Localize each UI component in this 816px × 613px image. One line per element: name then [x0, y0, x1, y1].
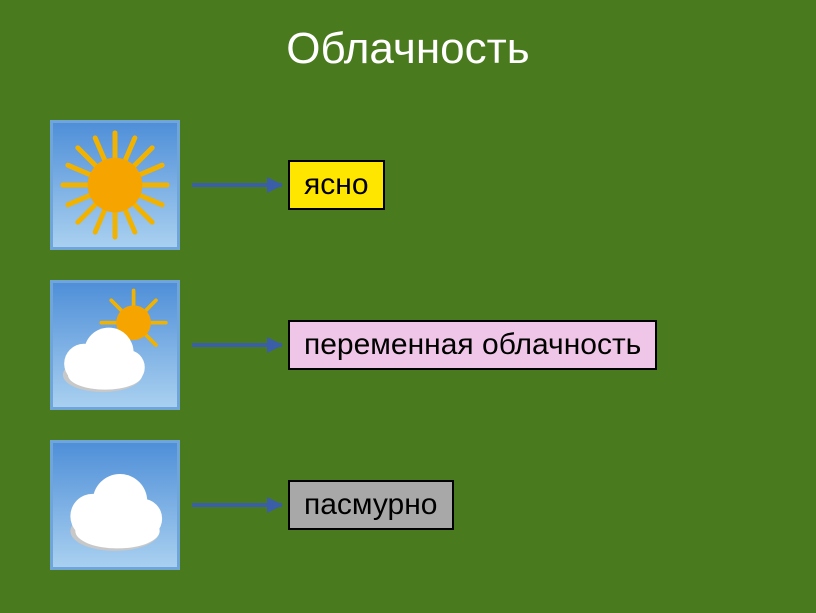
partly-cloudy-icon	[50, 280, 180, 410]
row-overcast: пасмурно	[50, 440, 454, 570]
arrow-icon	[192, 183, 282, 187]
arrow-icon	[192, 503, 282, 507]
label-overcast: пасмурно	[288, 480, 454, 530]
label-clear: ясно	[288, 160, 385, 210]
slide-title: Облачность	[0, 24, 816, 74]
row-clear: ясно	[50, 120, 385, 250]
slide: Облачность	[0, 0, 816, 613]
sun-icon	[50, 120, 180, 250]
arrow-icon	[192, 343, 282, 347]
label-partly-cloudy: переменная облачность	[288, 320, 657, 370]
row-partly-cloudy: переменная облачность	[50, 280, 657, 410]
cloud-icon	[50, 440, 180, 570]
